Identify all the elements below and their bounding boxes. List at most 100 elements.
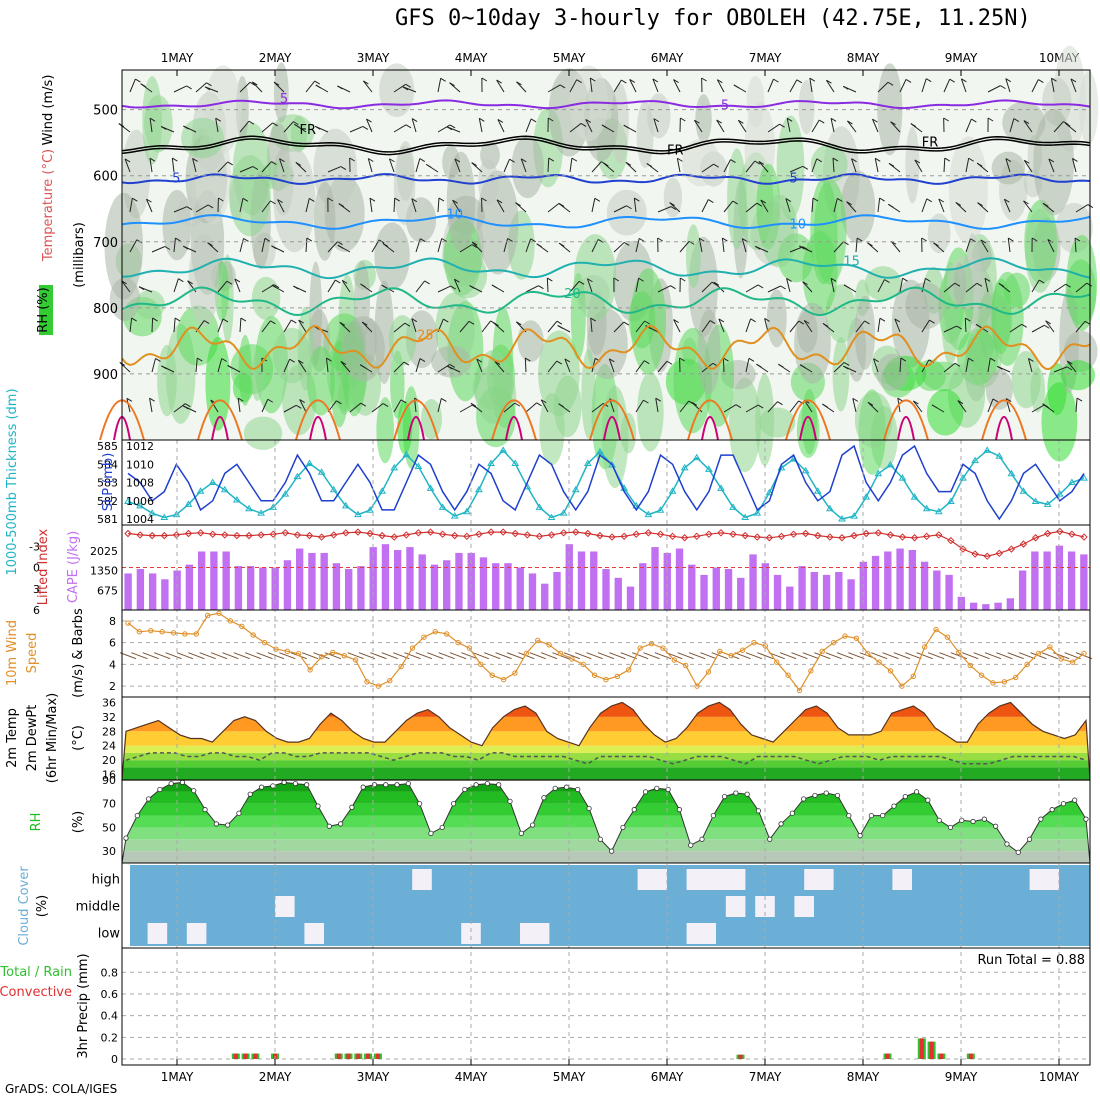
wind-barb-flag [1064, 122, 1071, 127]
wind-barb-10m [643, 652, 660, 660]
wind-barb [146, 198, 153, 213]
rh-point [857, 833, 863, 839]
wind-barb [785, 198, 791, 213]
wind-barb-flag [536, 402, 542, 407]
cape-bar [345, 569, 353, 610]
wind-barb-flag [758, 160, 765, 165]
li-point [1068, 530, 1076, 538]
wind-barb [833, 362, 845, 373]
temp-label-line1: 2m Temp [5, 708, 20, 768]
rh-tick-label: 30 [102, 845, 116, 858]
wind-barb [745, 284, 759, 293]
contour-label: FR [667, 144, 684, 159]
rh-shading-blob [397, 400, 413, 455]
wind-barb-flag [185, 403, 191, 408]
cape-bar [884, 551, 892, 610]
wind-barb-flag [149, 117, 156, 122]
wind-barb-flag [540, 399, 547, 404]
wind-barb-10m [802, 652, 820, 660]
wind-barb-10m [757, 652, 774, 660]
wind-barb-flag [879, 317, 886, 322]
temp-35c-contour [603, 416, 621, 441]
rh-point [1015, 849, 1021, 855]
wind-barb [349, 126, 364, 133]
wind-barb [1027, 358, 1033, 373]
wind-barb-flag [798, 320, 805, 325]
wind-barb-flag [638, 277, 644, 282]
thickness-tick-label: 585 [97, 440, 118, 453]
thickness-series-point [366, 506, 374, 513]
wind-barb [786, 118, 791, 133]
wind-barb-flag [186, 85, 192, 90]
li-point [935, 531, 943, 539]
wind-barb-flag [1005, 78, 1012, 83]
wind-barb-flag [1013, 118, 1020, 122]
wind-barb-flag [187, 280, 193, 285]
wind-barb-flag [652, 78, 659, 83]
rh-band [122, 782, 1090, 792]
cloud-clear-gap [637, 869, 667, 890]
wind-barb [625, 161, 637, 173]
wind-speed-point [239, 623, 245, 630]
wind-barb [239, 120, 250, 133]
wind-barb [237, 398, 241, 413]
rh-point [134, 812, 140, 819]
wind-barb [613, 242, 625, 253]
wind10-label-line3: (m/s) & Barbs [71, 608, 86, 698]
temp-tick-label: 16 [102, 769, 116, 782]
wind-barb [171, 158, 175, 173]
contour-label: 10 [790, 218, 807, 233]
wind-barb-flag [221, 358, 227, 362]
wind-barb [569, 79, 578, 93]
wind-barb-flag [961, 78, 967, 83]
thickness-series-point [341, 501, 350, 509]
wind-barb [393, 83, 406, 93]
rh-point [145, 796, 152, 802]
wind-barb-10m [142, 652, 159, 660]
wind-barb-flag [843, 365, 849, 370]
temp-band [122, 767, 1090, 780]
wind-barb-flag [933, 242, 939, 247]
wind-barb-flag [691, 401, 698, 406]
wind-barb-10m [1007, 652, 1024, 660]
wind-speed-point [489, 672, 495, 678]
rh-tick-label: 90 [102, 774, 116, 787]
temp-30c-contour [687, 399, 733, 441]
wind-barb [297, 360, 307, 373]
wind-barb [129, 318, 133, 333]
rh-point [880, 812, 886, 819]
rh-point [733, 790, 739, 796]
wind-barb-flag [441, 397, 447, 402]
wind-speed-point [660, 645, 666, 651]
cape-bar [798, 566, 806, 610]
wind-barb-flag [294, 123, 300, 128]
wind-barb-flag [713, 163, 719, 168]
rh-point [812, 792, 818, 799]
wind-barb-flag [944, 157, 951, 162]
wind-barb-flag [764, 317, 770, 322]
wind-barb-flag [754, 160, 761, 165]
precip-legend-total: Total / Rain [0, 965, 72, 980]
wind-barb-flag [732, 200, 739, 205]
wind-barb-flag [271, 284, 278, 289]
wind-barb-10m [688, 652, 706, 660]
wind-barb-flag [989, 357, 996, 362]
wind-barb [676, 158, 681, 173]
wind-barb [1070, 78, 1077, 93]
wind-barb [745, 318, 752, 333]
wind-barb-flag [135, 78, 141, 83]
wind-barb-10m [939, 652, 956, 660]
wind-barb-flag [558, 203, 565, 207]
wind-speed-point [876, 659, 882, 665]
rh-shading-blob [760, 194, 798, 268]
date-label-bottom: 8MAY [847, 1070, 880, 1084]
rh-shading-blob [681, 138, 721, 187]
wind-barb-flag [730, 159, 736, 164]
date-label-top: 2MAY [259, 51, 292, 65]
cape-bar [1006, 598, 1015, 610]
wind-speed-point [705, 669, 712, 675]
wind-barb [273, 81, 285, 93]
rh-point [552, 785, 558, 791]
wind-barb [437, 78, 442, 93]
